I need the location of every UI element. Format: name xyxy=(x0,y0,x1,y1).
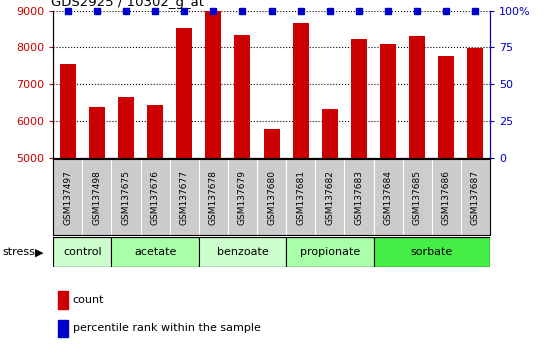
Bar xyxy=(58,320,68,337)
Text: GDS2925 / 10302_g_at: GDS2925 / 10302_g_at xyxy=(51,0,204,10)
Text: sorbate: sorbate xyxy=(410,247,453,257)
Bar xyxy=(235,35,250,158)
Bar xyxy=(199,237,286,267)
Bar xyxy=(53,237,111,267)
Bar xyxy=(374,237,490,267)
Text: GSM137675: GSM137675 xyxy=(122,170,130,225)
Bar xyxy=(176,28,192,158)
Text: GSM137686: GSM137686 xyxy=(442,170,451,225)
Text: benzoate: benzoate xyxy=(217,247,268,257)
Text: GSM137681: GSM137681 xyxy=(296,170,305,225)
Bar xyxy=(264,129,279,158)
Bar xyxy=(468,48,483,158)
Bar xyxy=(58,291,68,309)
Text: GSM137498: GSM137498 xyxy=(92,170,101,225)
Bar xyxy=(286,237,374,267)
Text: GSM137682: GSM137682 xyxy=(325,170,334,225)
Bar xyxy=(89,107,105,158)
Bar xyxy=(322,109,338,158)
Text: GSM137685: GSM137685 xyxy=(413,170,422,225)
Bar xyxy=(60,63,76,158)
Text: GSM137676: GSM137676 xyxy=(151,170,160,225)
Text: GSM137680: GSM137680 xyxy=(267,170,276,225)
Text: percentile rank within the sample: percentile rank within the sample xyxy=(73,324,261,333)
Text: propionate: propionate xyxy=(300,247,360,257)
Bar xyxy=(118,97,134,158)
Text: ▶: ▶ xyxy=(35,247,43,257)
Text: stress: stress xyxy=(3,247,36,257)
Text: GSM137687: GSM137687 xyxy=(471,170,480,225)
Text: GSM137677: GSM137677 xyxy=(180,170,189,225)
Bar xyxy=(380,44,396,158)
Bar xyxy=(438,56,454,158)
Bar xyxy=(147,105,163,158)
Bar xyxy=(409,36,425,158)
Bar xyxy=(111,237,199,267)
Bar xyxy=(293,23,309,158)
Text: count: count xyxy=(73,295,104,305)
Text: acetate: acetate xyxy=(134,247,176,257)
Text: GSM137684: GSM137684 xyxy=(384,170,393,225)
Text: control: control xyxy=(63,247,101,257)
Bar xyxy=(351,39,367,158)
Text: GSM137497: GSM137497 xyxy=(63,170,72,225)
Bar xyxy=(206,11,221,158)
Text: GSM137683: GSM137683 xyxy=(354,170,363,225)
Text: GSM137678: GSM137678 xyxy=(209,170,218,225)
Text: GSM137679: GSM137679 xyxy=(238,170,247,225)
